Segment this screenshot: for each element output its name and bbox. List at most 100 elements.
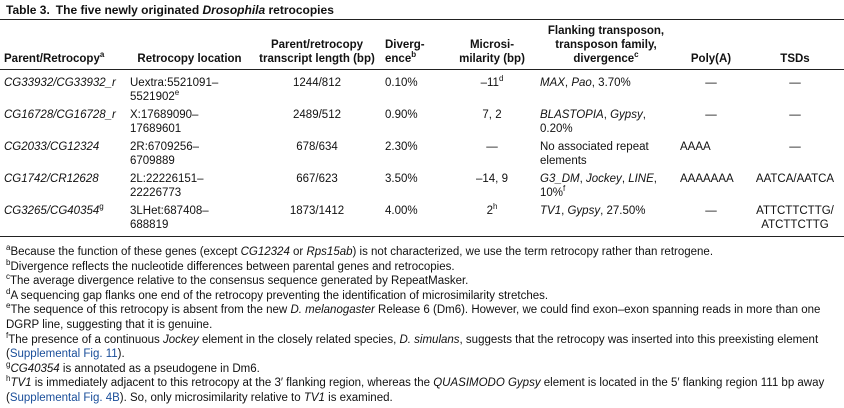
text: No associated repeat elements <box>540 141 649 167</box>
text: 2R:6709256– <box>130 141 200 153</box>
footnote-mark: a <box>6 243 11 253</box>
text: 667/623 <box>296 173 338 185</box>
footnote-mark: c <box>634 50 639 60</box>
text: CG40354 <box>10 362 60 375</box>
text: X:17689090– <box>130 109 199 121</box>
table-cell: CG3265/CG40354g <box>0 201 126 237</box>
text: , <box>621 173 629 185</box>
text: The presence of a continuous <box>8 333 163 346</box>
table-cell: AAAA <box>676 137 746 169</box>
text: Divergence reflects the nucleotide diffe… <box>10 260 455 273</box>
text: AAAA <box>680 141 711 153</box>
text: TV1 <box>10 377 32 390</box>
text: , <box>603 109 611 121</box>
table-cell: 667/623 <box>253 169 381 201</box>
text: The five newly originated <box>55 3 203 17</box>
text: QUASIMODO Gypsy <box>433 377 541 390</box>
link[interactable]: Supplemental Fig. 4B <box>9 391 120 404</box>
table-row: CG16728/CG16728_r X:17689090– 17689601 24… <box>0 105 844 137</box>
table-cell: 3LHet:687408– 688819 <box>126 201 253 237</box>
text: The sequence of this retrocopy is absent… <box>10 304 291 317</box>
text: retrocopies <box>265 3 334 17</box>
text: , <box>579 173 587 185</box>
footnotes: aBecause the function of these genes (ex… <box>0 237 844 406</box>
text: milarity (bp) <box>459 53 525 65</box>
table-cell: 0.10% <box>381 70 448 106</box>
text: TV1 <box>303 391 325 404</box>
text: 3.50% <box>385 173 418 185</box>
text: 688819 <box>130 219 169 231</box>
table-cell: 2L:22226151– 22226773 <box>126 169 253 201</box>
table-cell: — <box>448 137 536 169</box>
footnote-mark: b <box>411 50 417 60</box>
text: 6709889 <box>130 155 175 167</box>
table: Parent/Retrocopya Retrocopy location Par… <box>0 19 844 237</box>
table-cell: — <box>746 137 844 169</box>
table-cell: — <box>676 70 746 106</box>
text: ) is not characterized, we use the term … <box>352 246 714 258</box>
text: Gypsy <box>567 205 601 217</box>
text: — <box>789 141 801 153</box>
text: — <box>705 77 717 89</box>
text: 7, 2 <box>482 109 502 121</box>
text: — <box>789 109 801 121</box>
text: , 3.70% <box>591 77 631 89</box>
text: AATCA/AATCA <box>755 173 835 185</box>
header-cell: Retrocopy location <box>126 19 253 70</box>
table-cell: BLASTOPIA, Gypsy, 0.20% <box>536 105 676 137</box>
table-cell: CG1742/CR12628 <box>0 169 126 201</box>
table-cell: –14, 9 <box>448 169 536 201</box>
header-cell: Microsi-milarity (bp) <box>448 19 536 70</box>
text: BLASTOPIA <box>540 109 604 121</box>
text: CG12324 <box>240 246 290 258</box>
header-cell: Parent/retrocopy transcript length (bp) <box>253 19 381 70</box>
footnote-mark: e <box>174 88 180 98</box>
footnote-mark: a <box>99 50 105 60</box>
table-cell: 7, 2 <box>448 105 536 137</box>
text: Pao <box>571 77 592 89</box>
text: — <box>705 205 717 217</box>
table-cell: 0.90% <box>381 105 448 137</box>
header-cell: Diverg-enceb <box>381 19 448 70</box>
header-cell: Poly(A) <box>676 19 746 70</box>
text: Uextra:5521091– <box>130 77 219 89</box>
text: Parent/retrocopy transcript length (bp) <box>259 39 375 65</box>
table-title: Table 3. The five newly originated Drosop… <box>0 0 844 19</box>
text: Microsi- <box>469 39 515 51</box>
table-cell: X:17689090– 17689601 <box>126 105 253 137</box>
text: TSDs <box>780 53 810 65</box>
text: 1873/1412 <box>289 205 345 217</box>
table-cell: 2489/512 <box>253 105 381 137</box>
table-cell: G3_DM, Jockey, LINE, 10%f <box>536 169 676 201</box>
footnote-mark: d <box>6 286 11 296</box>
text: CG3265/CG40354 <box>4 205 100 217</box>
text: Jockey <box>586 173 622 185</box>
text: Rps15ab <box>306 246 353 258</box>
text: is examined. <box>324 391 393 404</box>
text: D. melanogaster <box>290 304 375 317</box>
text: ). So, only microsimilarity relative to <box>119 391 304 404</box>
text: ATCTTCTTG <box>761 219 829 231</box>
text: Jockey <box>162 333 199 346</box>
table-cell: AATCA/AATCA <box>746 169 844 201</box>
table-cell: 678/634 <box>253 137 381 169</box>
text: Retrocopy location <box>137 53 242 65</box>
text: Diverg- <box>385 39 425 51</box>
link[interactable]: Supplemental Fig. 11 <box>9 348 118 361</box>
text: Table 3. <box>6 3 50 17</box>
text: 0.10% <box>385 77 418 89</box>
table-cell: No associated repeat elements <box>536 137 676 169</box>
text: 1244/812 <box>293 77 341 89</box>
text: is annotated as a pseudogene in Dm6. <box>59 362 260 375</box>
table-cell: Uextra:5521091– 5521902e <box>126 70 253 106</box>
table-cell: –11d <box>448 70 536 106</box>
text: Drosophila <box>202 3 266 17</box>
table-cell: AAAAAAA <box>676 169 746 201</box>
text: D. simulans <box>399 333 460 346</box>
text: A sequencing gap flanks one end of the r… <box>10 289 549 302</box>
text: 2 <box>486 205 493 217</box>
text: 2489/512 <box>293 109 341 121</box>
footnote-mark: h <box>6 374 11 384</box>
text: Parent/Retrocopy <box>4 53 100 65</box>
text: ATTCTTCTTG/ <box>756 205 834 217</box>
